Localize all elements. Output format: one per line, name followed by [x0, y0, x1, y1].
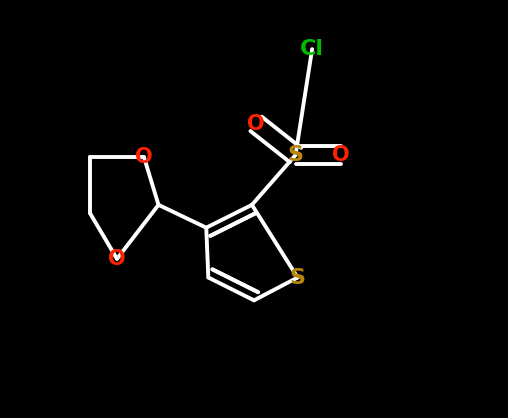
Text: O: O — [108, 249, 126, 269]
Text: S: S — [290, 268, 306, 288]
Text: S: S — [288, 145, 303, 165]
Text: O: O — [247, 114, 265, 134]
Text: Cl: Cl — [300, 39, 324, 59]
Text: O: O — [135, 147, 153, 167]
Text: O: O — [332, 145, 350, 165]
